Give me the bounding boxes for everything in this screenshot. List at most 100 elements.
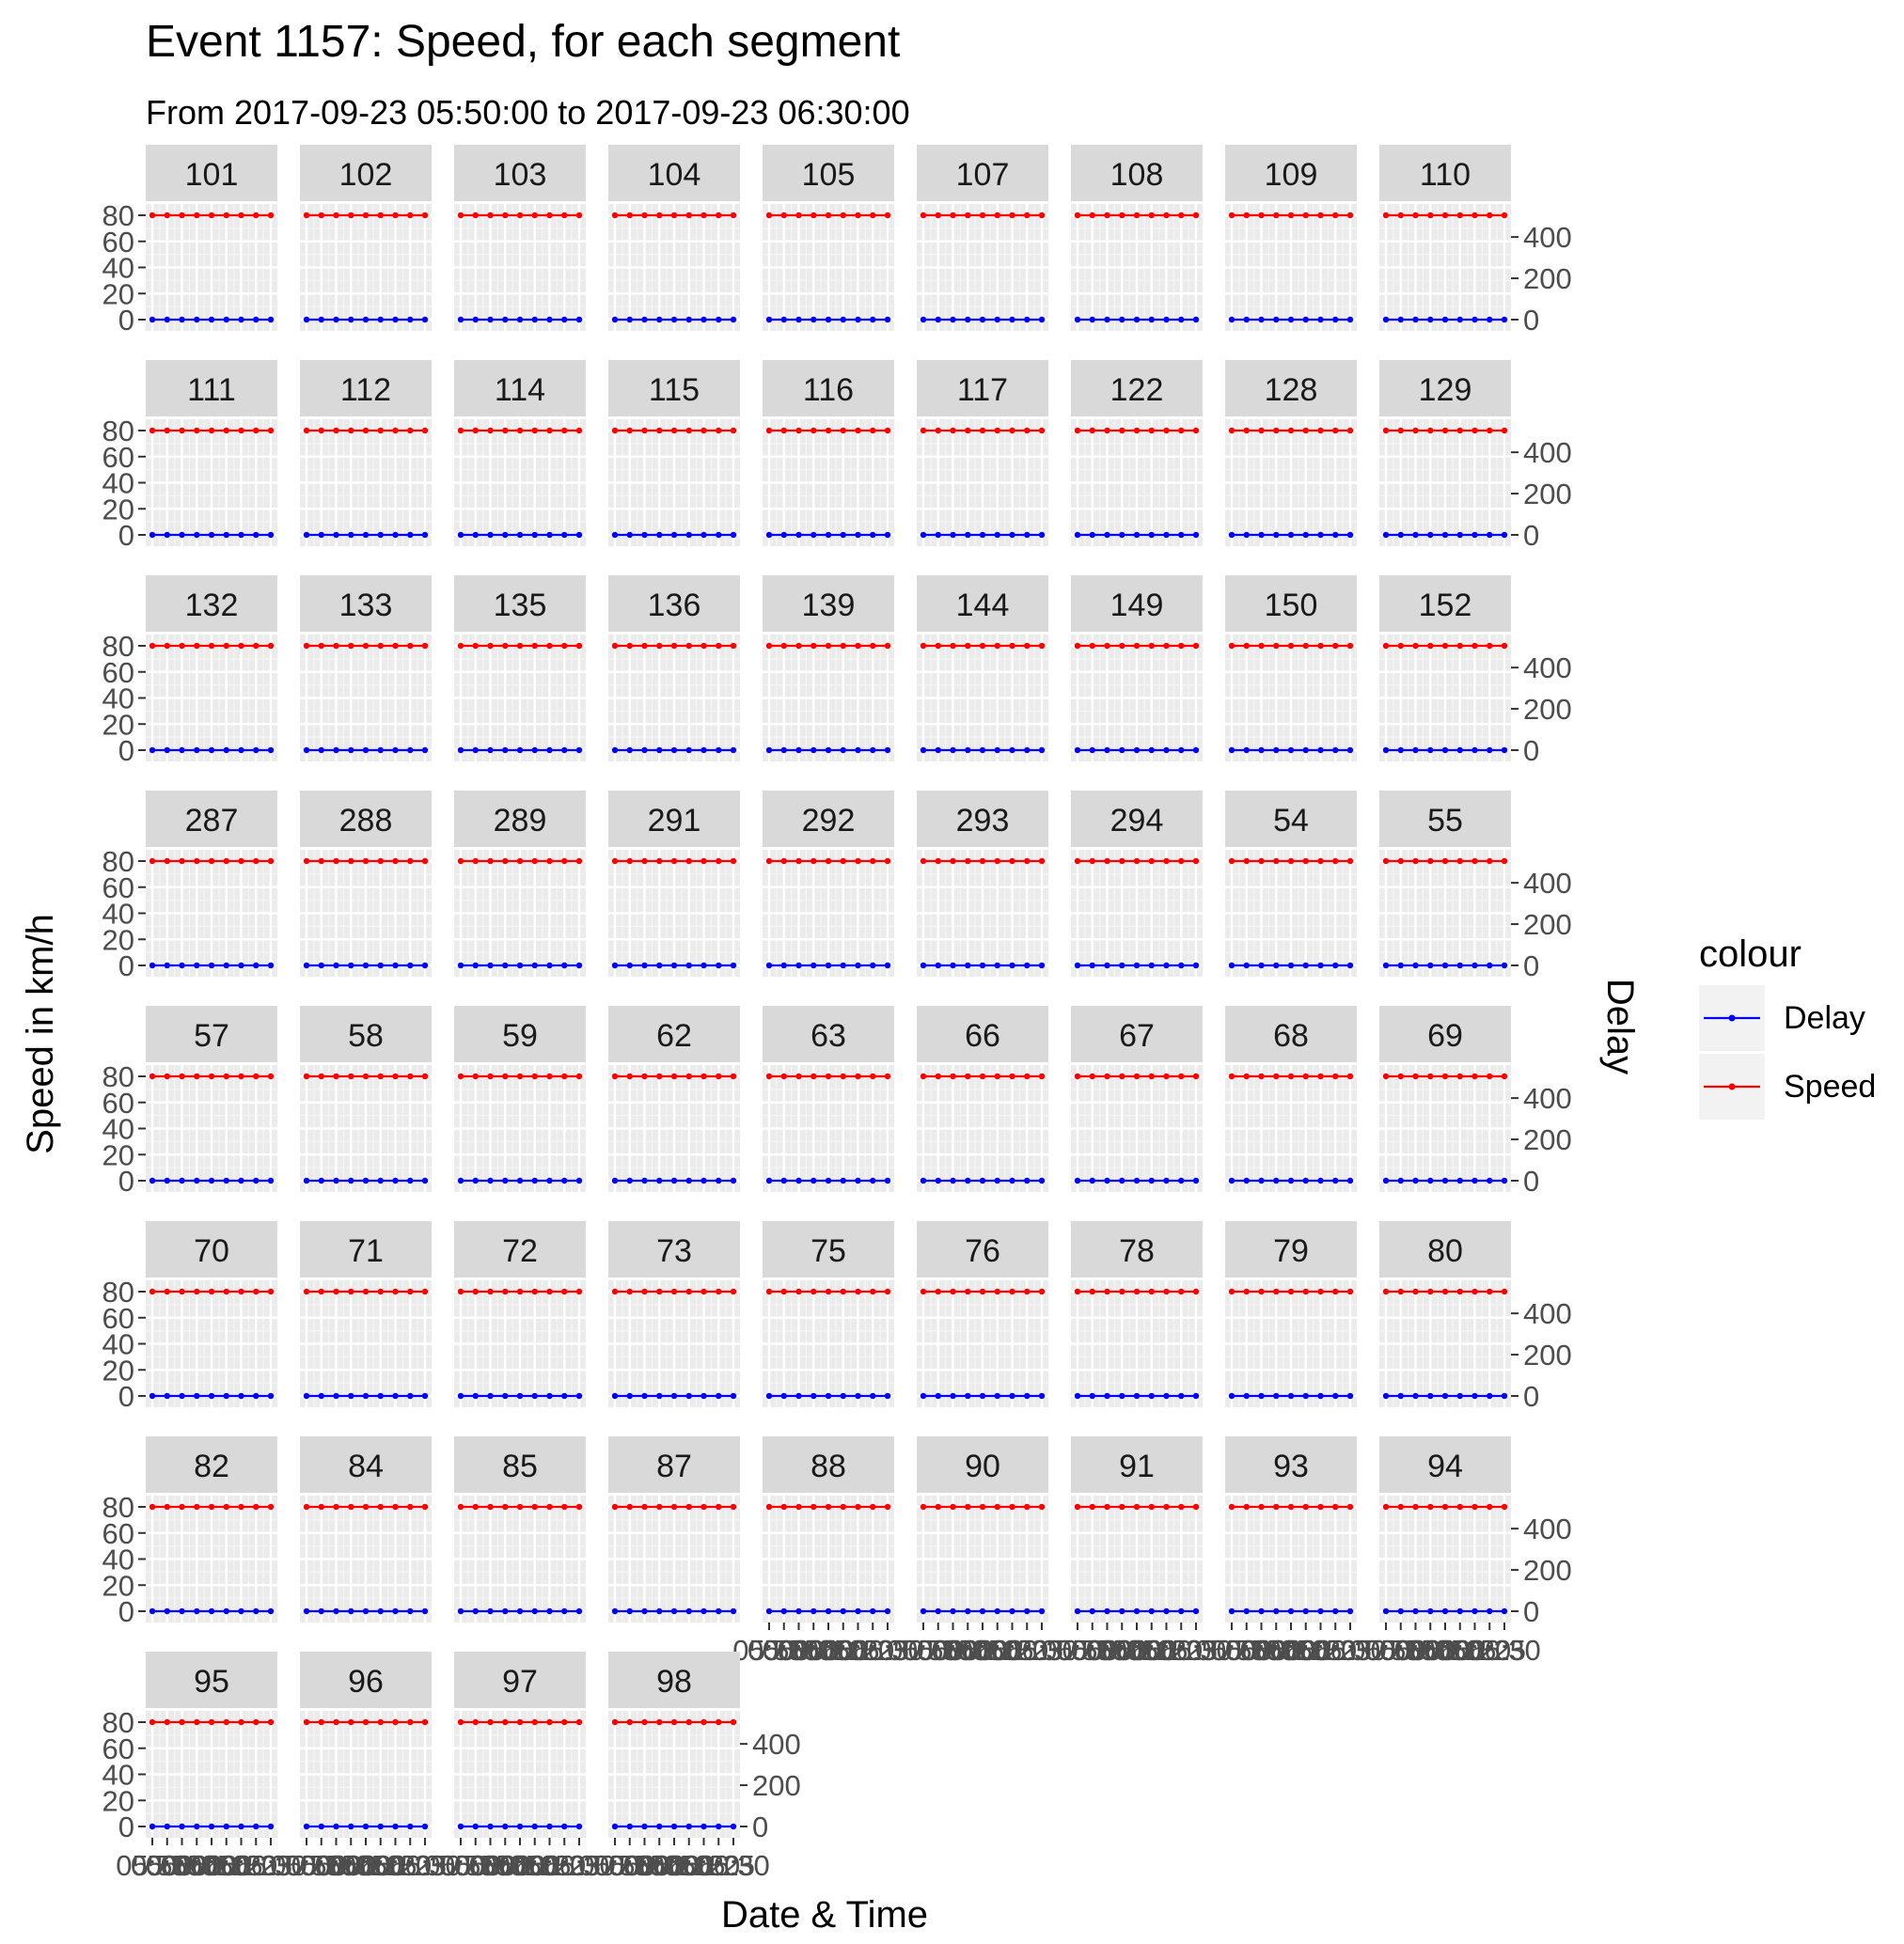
speed-point xyxy=(223,212,229,219)
speed-point xyxy=(575,1503,583,1511)
speed-point xyxy=(994,857,1000,865)
speed-point xyxy=(208,1288,215,1295)
speed-point xyxy=(994,212,1000,219)
panel: 105 xyxy=(763,145,894,331)
y-tick-label: 0 xyxy=(118,949,134,982)
delay-point xyxy=(730,1607,737,1615)
panel: 144 xyxy=(917,575,1048,761)
delay-point xyxy=(502,1392,509,1400)
speed-point xyxy=(1243,1503,1250,1511)
delay-point xyxy=(935,1607,941,1615)
delay-point xyxy=(421,1607,429,1615)
delay-point xyxy=(1038,1607,1046,1615)
delay-point xyxy=(979,531,986,539)
delay-point xyxy=(716,1177,722,1184)
delay-point xyxy=(1228,316,1235,323)
delay-point xyxy=(267,1823,275,1830)
speed-point xyxy=(546,1718,553,1726)
y-tick-label: 60 xyxy=(102,441,134,474)
panel: 109 xyxy=(1225,145,1357,331)
speed-point xyxy=(1163,212,1170,219)
speed-point xyxy=(502,1073,509,1080)
panel-strip xyxy=(1379,360,1511,416)
delay-point xyxy=(253,1607,260,1615)
delay-point xyxy=(377,1823,384,1830)
speed-point xyxy=(318,212,324,219)
delay-point xyxy=(149,1823,156,1830)
delay-point xyxy=(223,746,229,754)
speed-point xyxy=(1163,857,1170,865)
panel: 94020040005:5005:5506:0006:0506:1006:150… xyxy=(1349,1436,1572,1667)
delay-point xyxy=(950,962,956,969)
speed-point xyxy=(1501,1073,1508,1080)
delay-point xyxy=(795,1177,802,1184)
x-tick-label: 06:00 xyxy=(917,1634,990,1667)
speed-point xyxy=(855,1503,861,1511)
delay-point xyxy=(1397,746,1404,754)
delay-point xyxy=(1382,1607,1390,1615)
delay-point xyxy=(685,531,692,539)
speed-point xyxy=(656,212,663,219)
delay-point xyxy=(253,962,260,969)
delay-point xyxy=(1471,1392,1478,1400)
speed-point xyxy=(1332,1288,1339,1295)
speed-point xyxy=(531,212,538,219)
panel-strip xyxy=(1379,1436,1511,1493)
speed-point xyxy=(421,1073,429,1080)
speed-point xyxy=(1273,642,1280,650)
delay-point xyxy=(561,531,568,539)
delay-point xyxy=(626,1177,633,1184)
delay-point xyxy=(1412,1177,1419,1184)
panel-strip xyxy=(1225,1436,1357,1493)
x-tick-label: 06:10 xyxy=(329,1849,402,1882)
delay-point xyxy=(546,746,553,754)
delay-point xyxy=(685,1392,692,1400)
delay-point xyxy=(238,531,244,539)
legend-key-point xyxy=(1728,1014,1736,1022)
speed-point xyxy=(810,1073,817,1080)
panel-strip xyxy=(763,575,894,632)
panel-strip xyxy=(1225,1006,1357,1062)
delay-point xyxy=(253,1823,260,1830)
speed-point xyxy=(810,642,817,650)
speed-point xyxy=(1104,427,1110,434)
delay-point xyxy=(1192,1392,1200,1400)
speed-point xyxy=(1104,1503,1110,1511)
y-tick-label: 40 xyxy=(102,682,134,715)
speed-point xyxy=(730,1288,737,1295)
y2-tick-label: 0 xyxy=(1523,304,1539,337)
delay-point xyxy=(1317,316,1324,323)
delay-point xyxy=(1119,1177,1125,1184)
panel-strip xyxy=(1379,1221,1511,1278)
delay-point xyxy=(700,962,707,969)
speed-point xyxy=(1258,1503,1265,1511)
delay-point xyxy=(1119,1607,1125,1615)
delay-point xyxy=(1501,1607,1508,1615)
delay-point xyxy=(333,1177,339,1184)
speed-point xyxy=(1273,1503,1280,1511)
speed-point xyxy=(810,857,817,865)
delay-point xyxy=(1332,746,1339,754)
panel: 79 xyxy=(1225,1221,1357,1407)
speed-point xyxy=(575,642,583,650)
speed-point xyxy=(1038,1288,1046,1295)
panel-strip xyxy=(300,1006,432,1062)
speed-point xyxy=(825,427,832,434)
delay-point xyxy=(1501,962,1508,969)
speed-point xyxy=(362,857,370,865)
speed-point xyxy=(238,427,244,434)
delay-point xyxy=(795,962,802,969)
speed-point xyxy=(472,642,479,650)
speed-point xyxy=(238,1288,244,1295)
delay-point xyxy=(1501,531,1508,539)
delay-point xyxy=(149,316,156,323)
speed-point xyxy=(1089,1503,1095,1511)
x-tick-label: 06:15 xyxy=(1115,1634,1188,1667)
delay-point xyxy=(855,1392,861,1400)
delay-point xyxy=(238,1177,244,1184)
speed-point xyxy=(979,642,986,650)
speed-point xyxy=(407,1073,414,1080)
delay-point xyxy=(840,1177,846,1184)
speed-point xyxy=(1119,1073,1125,1080)
